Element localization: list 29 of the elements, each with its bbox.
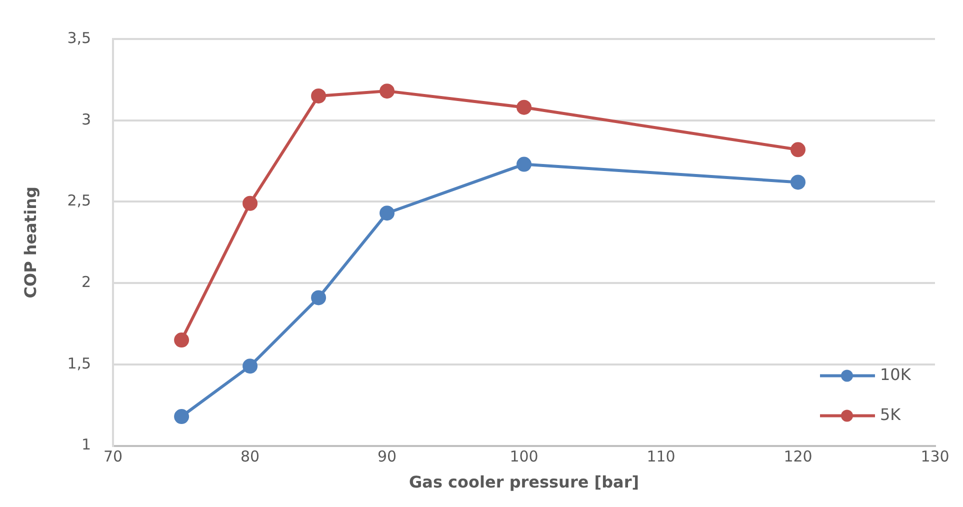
point: [311, 88, 326, 104]
y-tick-label: 3: [82, 110, 92, 128]
point: [790, 142, 806, 158]
point: [174, 332, 190, 348]
point: [790, 174, 806, 190]
point: [242, 196, 258, 211]
point: [311, 290, 326, 306]
legend-label: 5K: [880, 404, 902, 424]
point: [380, 84, 395, 99]
point: [242, 358, 258, 374]
y-axis-title: COP heating: [20, 186, 40, 298]
x-tick-label: 70: [104, 448, 123, 466]
x-tick-label: 80: [240, 448, 260, 466]
x-tick-label: 130: [920, 448, 950, 466]
point: [174, 409, 190, 424]
legend-label: 10K: [880, 364, 912, 384]
y-tick-label: 2,5: [67, 192, 92, 210]
x-tick-label: 110: [646, 448, 676, 466]
y-tick-label: 1,5: [67, 354, 92, 372]
y-tick-label: 1: [82, 436, 92, 454]
x-tick-label: 90: [377, 448, 397, 466]
y-tick-label: 3,5: [67, 28, 92, 47]
point: [516, 100, 532, 115]
point: [380, 206, 395, 221]
y-tick-label: 2: [82, 272, 92, 291]
x-tick-label: 100: [510, 448, 538, 466]
x-tick-label: 120: [784, 448, 812, 466]
x-axis-title: Gas cooler pressure [bar]: [409, 472, 640, 492]
point: [516, 156, 532, 172]
